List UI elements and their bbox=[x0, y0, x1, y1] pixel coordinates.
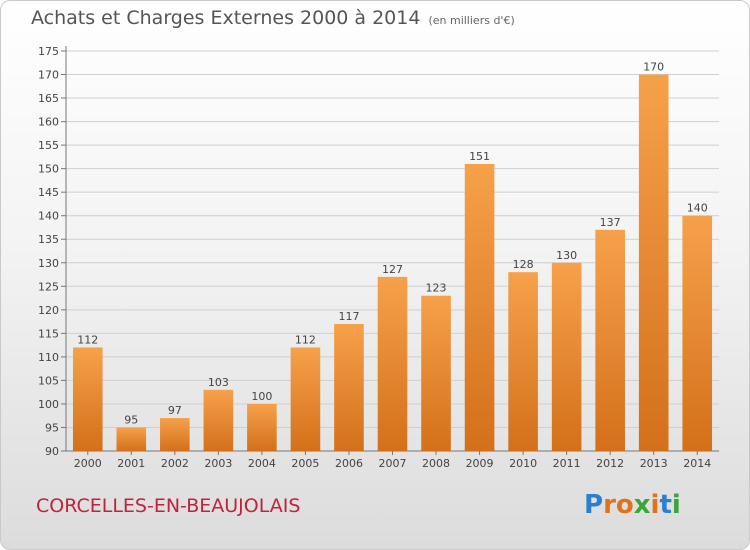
bar-value-label: 140 bbox=[687, 202, 708, 215]
y-tick-label: 120 bbox=[38, 304, 59, 317]
logo-letter: i bbox=[671, 490, 681, 520]
bar bbox=[247, 403, 277, 451]
bar bbox=[682, 215, 713, 451]
logo-letter: P bbox=[584, 490, 604, 520]
x-tick-label: 2007 bbox=[379, 457, 407, 470]
chart-title: Achats et Charges Externes 2000 à 2014 bbox=[31, 7, 421, 29]
bar bbox=[551, 262, 582, 451]
bar bbox=[638, 74, 669, 451]
y-tick-label: 95 bbox=[45, 421, 59, 434]
x-tick-label: 2006 bbox=[335, 457, 363, 470]
y-tick-label: 155 bbox=[38, 139, 59, 152]
labels: 90 95 100 105 110 115 120 125 130 135 140 145 150 155… bbox=[38, 45, 711, 470]
x-tick-label: 2008 bbox=[422, 457, 450, 470]
bar-value-label: 112 bbox=[77, 333, 98, 346]
bars bbox=[72, 74, 713, 452]
bar bbox=[72, 347, 103, 451]
logo-letter: x bbox=[633, 490, 651, 520]
y-tick-label: 115 bbox=[38, 327, 59, 340]
commune-name: CORCELLES-EN-BEAUJOLAIS bbox=[36, 495, 301, 517]
x-tick-label: 2012 bbox=[596, 457, 624, 470]
x-tick-label: 2010 bbox=[509, 457, 537, 470]
logo-letter: r bbox=[603, 490, 616, 520]
chart-title-row: Achats et Charges Externes 2000 à 2014 (e… bbox=[31, 7, 515, 29]
y-tick-label: 125 bbox=[38, 280, 59, 293]
bar bbox=[290, 347, 321, 451]
x-tick-label: 2000 bbox=[74, 457, 102, 470]
logo-letter: i bbox=[650, 490, 660, 520]
bar-value-label: 112 bbox=[295, 333, 316, 346]
bar-value-label: 97 bbox=[168, 404, 182, 417]
bar bbox=[160, 418, 190, 451]
bar bbox=[464, 163, 495, 452]
y-tick-label: 170 bbox=[38, 69, 59, 82]
y-tick-label: 175 bbox=[38, 45, 59, 58]
bar bbox=[508, 272, 538, 451]
bar bbox=[334, 323, 364, 451]
bar-value-label: 151 bbox=[469, 150, 490, 163]
bar-value-label: 117 bbox=[338, 310, 359, 323]
bar-value-label: 170 bbox=[643, 61, 664, 74]
chart-subtitle: (en milliers d'€) bbox=[428, 14, 515, 27]
y-tick-label: 100 bbox=[38, 398, 59, 411]
proxiti-logo: Proxiti bbox=[584, 490, 681, 520]
bar bbox=[377, 276, 408, 451]
bar-value-label: 95 bbox=[124, 413, 138, 426]
y-tick-label: 140 bbox=[38, 210, 59, 223]
y-tick-label: 145 bbox=[38, 186, 59, 199]
bar bbox=[595, 229, 625, 451]
bar bbox=[203, 389, 234, 451]
y-tick-label: 130 bbox=[38, 257, 59, 270]
bar-value-label: 137 bbox=[600, 216, 621, 229]
bar-value-label: 103 bbox=[208, 376, 229, 389]
bar-value-label: 130 bbox=[556, 249, 577, 262]
y-tick-label: 135 bbox=[38, 233, 59, 246]
x-tick-label: 2011 bbox=[553, 457, 581, 470]
x-tick-label: 2009 bbox=[466, 457, 494, 470]
bar bbox=[116, 427, 147, 451]
x-tick-label: 2005 bbox=[291, 457, 319, 470]
bar-value-label: 127 bbox=[382, 263, 403, 276]
y-tick-label: 150 bbox=[38, 163, 59, 176]
bar-value-label: 100 bbox=[251, 390, 272, 403]
y-tick-label: 165 bbox=[38, 92, 59, 105]
x-tick-label: 2003 bbox=[204, 457, 232, 470]
y-tick-label: 110 bbox=[38, 351, 59, 364]
y-tick-label: 90 bbox=[45, 445, 59, 458]
bar-value-label: 128 bbox=[513, 258, 534, 271]
y-tick-label: 105 bbox=[38, 374, 59, 387]
bar bbox=[421, 295, 451, 451]
logo-letter: o bbox=[615, 490, 634, 520]
x-tick-label: 2014 bbox=[683, 457, 711, 470]
bar-value-label: 123 bbox=[426, 282, 447, 295]
x-tick-label: 2002 bbox=[161, 457, 189, 470]
x-tick-label: 2004 bbox=[248, 457, 276, 470]
x-tick-label: 2001 bbox=[117, 457, 145, 470]
y-tick-label: 160 bbox=[38, 116, 59, 129]
logo-letter: t bbox=[659, 490, 672, 520]
x-tick-label: 2013 bbox=[640, 457, 668, 470]
